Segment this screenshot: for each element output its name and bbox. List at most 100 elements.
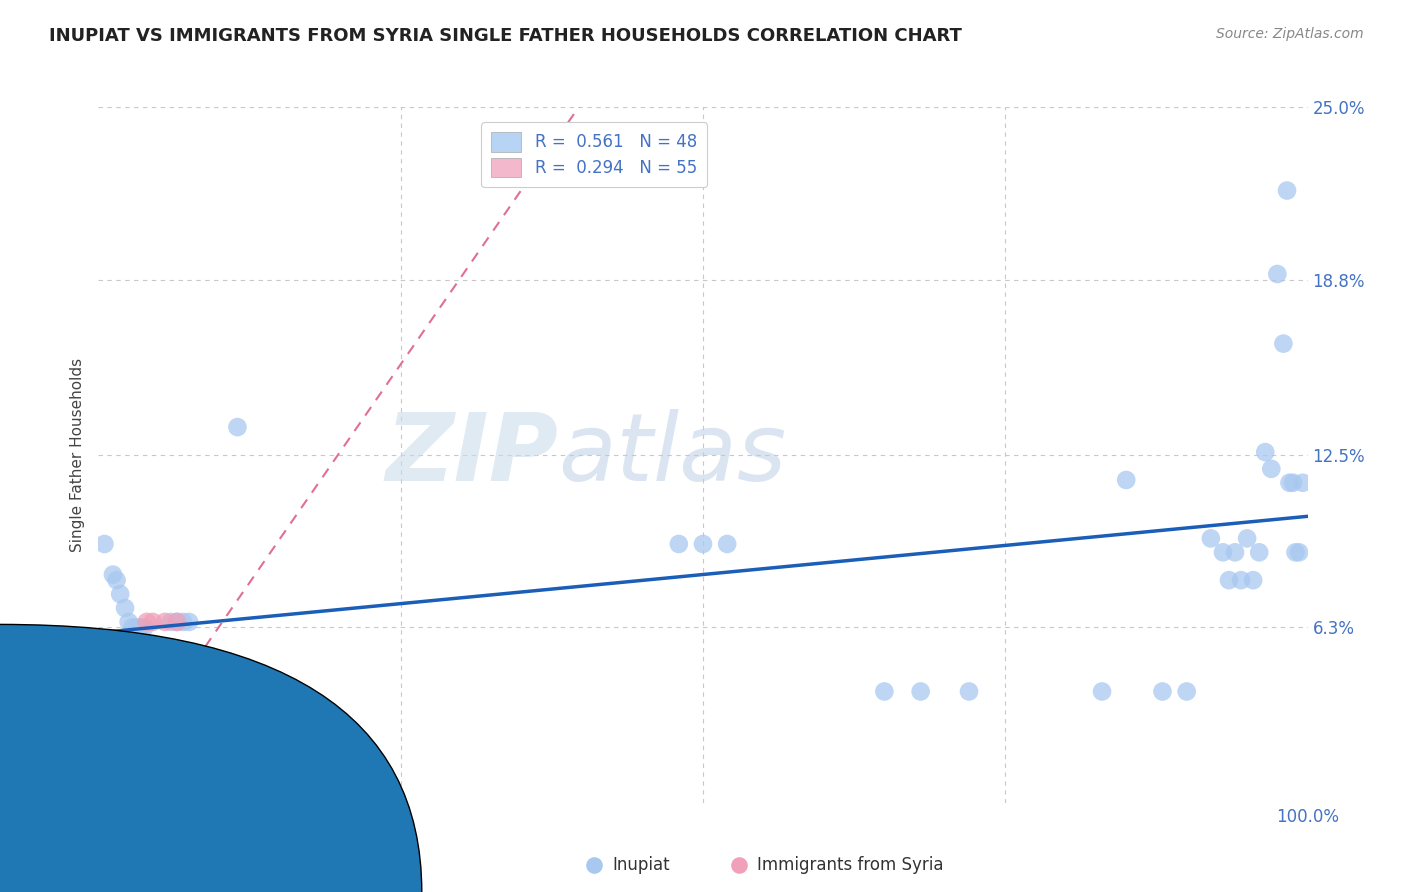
Point: [692, 537, 714, 551]
Point: [91, 781, 114, 796]
Point: [118, 781, 141, 796]
Point: [1091, 684, 1114, 698]
Point: [93, 788, 115, 802]
Point: [1260, 462, 1282, 476]
Point: [202, 684, 225, 698]
Point: [118, 615, 141, 629]
Point: [97, 773, 120, 788]
Point: [90, 781, 112, 796]
Point: [121, 620, 143, 634]
Point: [226, 420, 249, 434]
Point: [100, 773, 122, 788]
Point: [910, 684, 932, 698]
Point: [114, 601, 136, 615]
Legend: R =  0.561   N = 48, R =  0.294   N = 55: R = 0.561 N = 48, R = 0.294 N = 55: [481, 122, 707, 187]
Point: [1212, 545, 1234, 559]
Point: [97, 763, 120, 777]
Point: [127, 781, 149, 796]
Point: [1218, 573, 1240, 587]
Point: [160, 615, 183, 629]
Point: [96, 781, 118, 796]
Point: [121, 781, 143, 796]
Point: [1278, 475, 1301, 490]
Point: [873, 684, 896, 698]
Point: [100, 781, 122, 796]
Point: [93, 773, 115, 788]
Point: [110, 781, 132, 796]
Point: [129, 781, 152, 796]
Point: [108, 781, 131, 796]
Text: Source: ZipAtlas.com: Source: ZipAtlas.com: [1216, 27, 1364, 41]
Point: [96, 788, 118, 802]
Point: [91, 788, 114, 802]
Point: [93, 781, 115, 796]
Point: [108, 587, 131, 601]
Point: [100, 781, 122, 796]
Point: [1241, 573, 1264, 587]
Point: [98, 773, 121, 788]
Point: [1236, 532, 1258, 546]
Point: [1282, 475, 1305, 490]
Point: [172, 615, 194, 629]
Point: [1115, 473, 1137, 487]
Point: [1152, 684, 1174, 698]
Point: [93, 537, 115, 551]
Point: [108, 781, 131, 796]
Y-axis label: Single Father Households: Single Father Households: [69, 358, 84, 552]
Point: [96, 773, 118, 788]
Point: [179, 684, 201, 698]
Point: [98, 763, 121, 777]
Text: ZIP: ZIP: [385, 409, 558, 501]
Point: [1292, 475, 1315, 490]
Point: [105, 573, 128, 587]
Point: [114, 781, 136, 796]
Point: [135, 684, 157, 698]
Text: INUPIAT VS IMMIGRANTS FROM SYRIA SINGLE FATHER HOUSEHOLDS CORRELATION CHART: INUPIAT VS IMMIGRANTS FROM SYRIA SINGLE …: [49, 27, 962, 45]
Point: [91, 781, 114, 796]
Text: atlas: atlas: [558, 409, 786, 500]
Point: [1272, 336, 1295, 351]
Point: [153, 615, 176, 629]
Text: Immigrants from Syria: Immigrants from Syria: [758, 856, 943, 874]
Point: [1175, 684, 1198, 698]
Point: [166, 615, 188, 629]
Point: [135, 615, 157, 629]
Point: [105, 781, 128, 796]
Point: [101, 773, 124, 788]
Point: [97, 788, 120, 802]
Point: [104, 781, 127, 796]
Point: [1249, 545, 1271, 559]
Point: [134, 620, 156, 634]
Point: [1230, 573, 1253, 587]
Point: [190, 684, 212, 698]
Point: [100, 788, 122, 802]
Point: [100, 763, 122, 777]
Point: [90, 788, 112, 802]
Point: [148, 684, 170, 698]
Point: [1199, 532, 1222, 546]
Point: [1275, 184, 1298, 198]
Point: [127, 620, 149, 634]
Point: [142, 615, 165, 629]
Point: [129, 620, 152, 634]
Point: [96, 763, 118, 777]
Point: [94, 788, 117, 802]
Point: [716, 537, 738, 551]
Point: [97, 781, 120, 796]
Point: [1254, 445, 1277, 459]
Point: [668, 537, 690, 551]
Point: [153, 684, 176, 698]
Point: [105, 773, 128, 788]
Point: [1267, 267, 1289, 281]
Point: [98, 788, 121, 802]
Point: [1288, 545, 1310, 559]
Point: [957, 684, 980, 698]
Point: [101, 781, 124, 796]
Point: [179, 615, 201, 629]
Point: [101, 567, 124, 582]
Point: [281, 684, 304, 698]
Point: [1284, 545, 1306, 559]
Point: [103, 781, 125, 796]
Point: [103, 773, 125, 788]
Point: [1223, 545, 1246, 559]
